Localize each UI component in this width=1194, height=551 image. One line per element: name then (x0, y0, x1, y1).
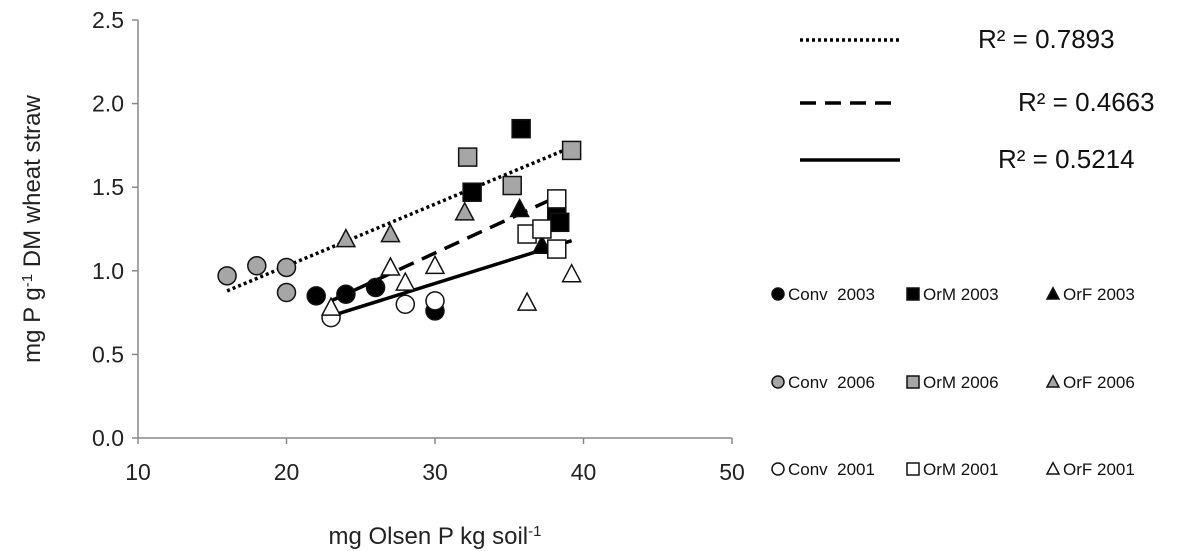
point-circle (425, 291, 445, 311)
point-triangle (395, 271, 416, 291)
legend-marker-circle (771, 462, 785, 476)
point-triangle (380, 222, 401, 243)
legend-marker-square (906, 375, 920, 389)
legend-label: OrF 2006 (1063, 373, 1135, 392)
y-axis-title: mg P g-1 DM wheat straw (19, 95, 47, 363)
point-circle (306, 286, 326, 306)
r2-label: R² = 0.5214 (998, 144, 1135, 174)
legend-label: Conv 2001 (788, 460, 875, 479)
series-legend: Conv 2003 OrM 2003 OrF 2003 Conv 2006 OrM 20… (771, 285, 1135, 479)
x-tick-label: 40 (571, 459, 597, 485)
point-triangle (320, 296, 342, 316)
point-circle (336, 284, 356, 304)
point-circle (247, 256, 267, 276)
legend-marker-triangle (1045, 286, 1061, 300)
point-square (502, 175, 522, 196)
point-triangle (424, 254, 446, 275)
point-square (547, 189, 567, 209)
y-ticks: 0.0 0.5 1.0 1.5 2.0 2.5 (92, 7, 138, 451)
point-square (561, 140, 582, 161)
x-tick-label: 10 (125, 459, 151, 485)
x-axis-title: mg Olsen P kg soil-1 (329, 523, 542, 551)
x-tick-label: 50 (719, 459, 745, 485)
point-circle (365, 277, 386, 298)
trendline-solid (330, 239, 573, 318)
point-circle (276, 282, 297, 303)
point-triangle (516, 291, 538, 311)
y-tick-label: 2.0 (92, 91, 124, 117)
point-square (511, 118, 531, 139)
point-square (462, 182, 482, 202)
y-tick-label: 1.5 (92, 174, 124, 200)
legend-marker-circle (771, 287, 785, 301)
point-triangle (531, 234, 553, 255)
legend-label: OrF 2003 (1063, 285, 1135, 304)
trendline-legend: R² = 0.7893 R² = 0.4663 R² = 0.5214 (800, 24, 1155, 174)
point-triangle (561, 263, 582, 283)
x-tick-label: 20 (274, 459, 300, 485)
point-triangle (335, 227, 357, 248)
y-tick-label: 0.0 (92, 425, 124, 451)
plot-area: 10 20 30 40 50 0.0 0.5 1.0 1.5 2.0 2.5 (92, 7, 745, 485)
y-tick-label: 2.5 (92, 7, 124, 33)
legend-marker-triangle (1045, 461, 1061, 475)
point-square (532, 219, 552, 239)
legend-label: OrF 2001 (1063, 460, 1135, 479)
x-tick-label: 30 (422, 459, 448, 485)
point-square (547, 239, 567, 259)
legend-marker-square (906, 462, 920, 476)
r2-label: R² = 0.4663 (1018, 87, 1155, 117)
point-square (457, 147, 478, 167)
point-triangle (454, 201, 475, 221)
r2-label: R² = 0.7893 (978, 24, 1115, 54)
point-circle (276, 257, 297, 278)
legend-marker-triangle (1045, 374, 1061, 388)
legend-marker-square (906, 287, 920, 301)
point-triangle (380, 256, 401, 276)
data-points (217, 118, 582, 328)
legend-label: Conv 2003 (788, 285, 875, 304)
legend-label: OrM 2006 (923, 373, 999, 392)
legend-label: OrM 2003 (923, 285, 999, 304)
point-circle (217, 266, 237, 286)
legend-label: OrM 2001 (923, 460, 999, 479)
legend-marker-circle (771, 375, 785, 389)
y-tick-label: 1.0 (92, 258, 124, 284)
point-circle (395, 294, 416, 314)
legend-label: Conv 2006 (788, 373, 875, 392)
point-square (549, 212, 570, 233)
x-ticks: 10 20 30 40 50 (125, 438, 745, 485)
y-tick-label: 0.5 (92, 341, 124, 367)
point-triangle (509, 197, 530, 218)
